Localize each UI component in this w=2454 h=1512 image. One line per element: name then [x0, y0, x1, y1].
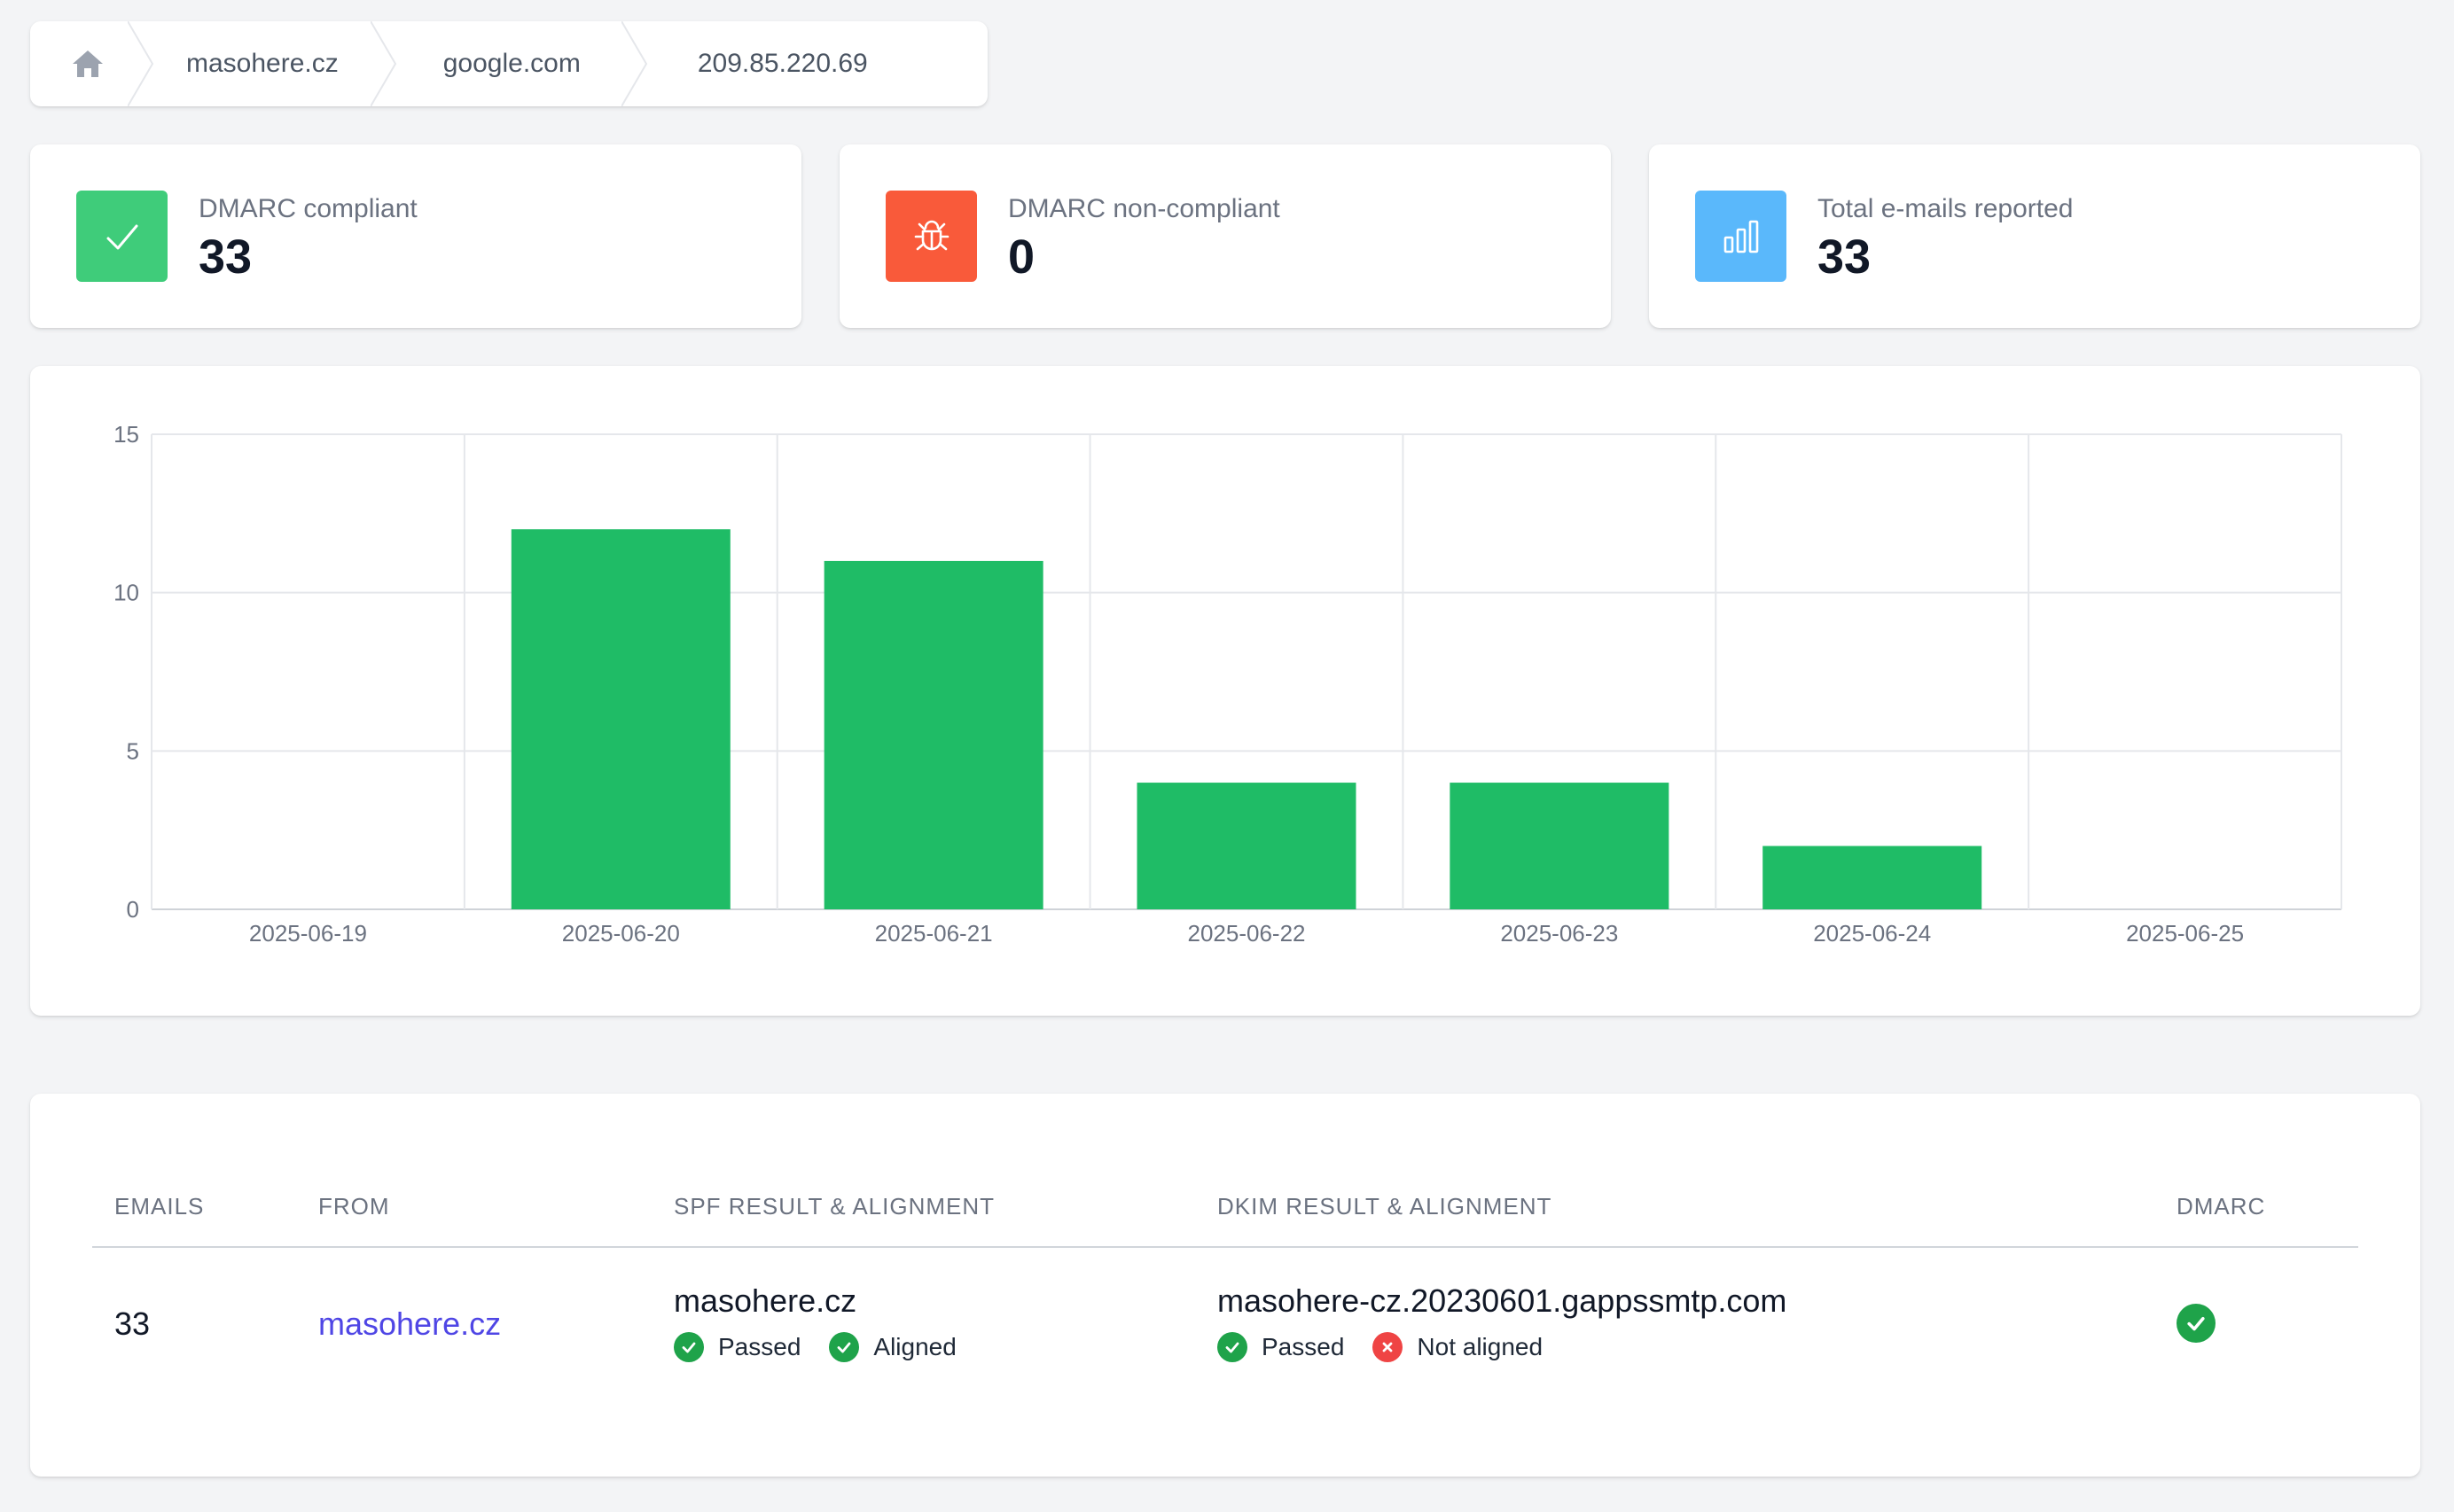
y-tick-label: 15: [113, 421, 139, 448]
dkim-domain: masohere-cz.20230601.gappssmtp.com: [1217, 1282, 1787, 1319]
spf-alignment: Aligned: [829, 1332, 957, 1362]
bar-chart: 0 5 10 15 2025-06-19 2025-06-20 2025-06-21 2025…: [113, 421, 2342, 947]
bar: [1137, 783, 1356, 909]
x-tick-label: 2025-06-23: [1500, 920, 1618, 947]
x-tick-label: 2025-06-22: [1188, 920, 1306, 947]
stat-value: 0: [1008, 230, 1036, 284]
column-header-from[interactable]: FROM: [318, 1193, 390, 1220]
dkim-result: Passed: [1217, 1332, 1344, 1362]
bug-icon: [914, 220, 949, 250]
stat-label: DMARC non-compliant: [1008, 194, 1280, 223]
bar: [1450, 783, 1669, 909]
column-header-dmarc[interactable]: DMARC: [2177, 1193, 2266, 1220]
bar-chart-icon: [1723, 220, 1758, 253]
check-circle-icon: [829, 1332, 860, 1362]
breadcrumb-home[interactable]: [30, 21, 163, 106]
header-divider: [92, 1246, 2358, 1248]
stat-card-non-compliant: DMARC non-compliant 0: [840, 144, 1611, 328]
breadcrumb-item-reporter[interactable]: google.com: [442, 49, 581, 78]
check-icon: [106, 224, 137, 249]
bar: [824, 560, 1043, 909]
x-tick-label: 2025-06-25: [2126, 920, 2244, 947]
breadcrumb-separator: [128, 21, 154, 106]
breadcrumb: masohere.cz google.com 209.85.220.69: [30, 21, 988, 106]
dkim-status: Passed Not aligned: [1217, 1332, 1786, 1362]
x-tick-label: 2025-06-19: [249, 920, 367, 947]
daily-emails-chart: 0 5 10 15 2025-06-19 2025-06-20 2025-06-21 2025…: [30, 366, 2420, 1016]
column-header-emails[interactable]: EMAILS: [114, 1193, 205, 1220]
dkim-result-label: Passed: [1262, 1333, 1345, 1360]
x-tick-label: 2025-06-24: [1813, 920, 1931, 947]
breadcrumb-item-domain[interactable]: masohere.cz: [186, 49, 339, 78]
column-header-spf[interactable]: SPF RESULT & ALIGNMENT: [674, 1193, 996, 1220]
stat-card-total: Total e-mails reported 33: [1649, 144, 2420, 328]
y-tick-label: 5: [127, 737, 139, 764]
x-tick-label: 2025-06-20: [562, 920, 680, 947]
check-circle-icon: [2177, 1304, 2216, 1343]
stat-icon-box: [76, 191, 168, 282]
emails-count: 33: [114, 1305, 151, 1342]
breadcrumb-item-ip: 209.85.220.69: [697, 49, 868, 78]
results-table: EMAILS FROM SPF RESULT & ALIGNMENT DKIM …: [30, 1094, 2420, 1477]
stat-icon-box: [886, 191, 977, 282]
check-circle-icon: [1217, 1332, 1247, 1362]
stat-value: 33: [1817, 230, 1872, 284]
x-circle-icon: [1372, 1332, 1403, 1362]
bar: [511, 529, 731, 909]
stat-icon-box: [1695, 191, 1786, 282]
breadcrumb-separator: [370, 21, 396, 106]
dmarc-cell: [2177, 1304, 2216, 1343]
breadcrumb-separator: [621, 21, 648, 106]
dkim-alignment-label: Not aligned: [1417, 1333, 1544, 1360]
spf-domain: masohere.cz: [674, 1282, 857, 1319]
home-icon: [73, 51, 103, 77]
stat-label: Total e-mails reported: [1817, 194, 2074, 223]
x-tick-label: 2025-06-21: [875, 920, 993, 947]
stat-card-compliant: DMARC compliant 33: [30, 144, 801, 328]
dkim-cell: masohere-cz.20230601.gappssmtp.com Passe…: [1217, 1282, 1786, 1362]
y-tick-label: 10: [113, 580, 139, 606]
spf-alignment-label: Aligned: [873, 1333, 957, 1360]
spf-status: Passed Aligned: [674, 1332, 973, 1362]
column-header-dkim[interactable]: DKIM RESULT & ALIGNMENT: [1217, 1193, 1552, 1220]
stat-label: DMARC compliant: [199, 194, 418, 223]
y-tick-label: 0: [127, 896, 139, 923]
spf-result: Passed: [674, 1332, 801, 1362]
spf-result-label: Passed: [718, 1333, 801, 1360]
check-circle-icon: [674, 1332, 704, 1362]
spf-cell: masohere.cz Passed Aligned: [674, 1282, 973, 1362]
from-domain-link[interactable]: masohere.cz: [318, 1305, 502, 1342]
dkim-alignment: Not aligned: [1372, 1332, 1543, 1362]
stat-value: 33: [199, 230, 253, 284]
bar: [1762, 846, 1982, 909]
